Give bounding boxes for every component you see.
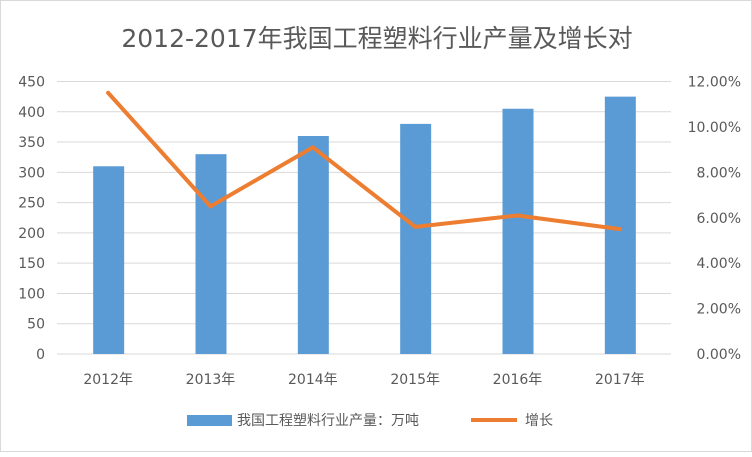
x-tick-label: 2016年 [493, 372, 543, 388]
x-tick-label: 2015年 [390, 372, 440, 388]
y-left-tick-label: 250 [18, 196, 45, 212]
y-left-tick-label: 150 [18, 256, 45, 272]
y-right-tick-label: 4.00% [697, 256, 741, 272]
bar-2013年 [195, 154, 227, 354]
y-right-tick-label: 2.00% [697, 302, 741, 318]
legend-bar-label: 我国工程塑料行业产量：万吨 [237, 413, 419, 429]
y-left-tick-label: 300 [18, 165, 45, 181]
y-right-tick-label: 12.00% [688, 75, 741, 91]
bar-2015年 [400, 123, 432, 354]
growth-point-2012年 [106, 90, 111, 95]
growth-point-2015年 [413, 224, 418, 229]
chart-title: 2012-2017年我国工程塑料行业产量及增长对 [121, 24, 632, 53]
y-right-tick-label: 0.00% [697, 347, 741, 363]
y-left-tick-label: 50 [27, 317, 45, 333]
growth-point-2014年 [310, 145, 315, 150]
legend-line-label: 增长 [525, 413, 553, 429]
growth-line [106, 90, 622, 232]
legend-bar-swatch [187, 415, 232, 426]
x-tick-label: 2012年 [83, 372, 133, 388]
bar-2014年 [297, 136, 329, 354]
bar-2016年 [502, 108, 534, 354]
y-right-tick-label: 6.00% [697, 211, 741, 227]
x-tick-label: 2017年 [595, 372, 645, 388]
growth-point-2017年 [617, 227, 622, 232]
bar-2017年 [604, 96, 636, 354]
y-left-tick-label: 350 [18, 135, 45, 151]
y-left-tick-label: 400 [18, 105, 45, 121]
x-tick-label: 2013年 [186, 372, 236, 388]
growth-point-2016年 [515, 213, 520, 218]
y-left-tick-label: 200 [18, 226, 45, 242]
y-left-tick-label: 0 [36, 347, 45, 363]
growth-point-2013年 [208, 204, 213, 209]
x-tick-label: 2014年 [288, 372, 338, 388]
y-right-tick-label: 8.00% [697, 165, 741, 181]
legend: 我国工程塑料行业产量：万吨 增长 [187, 413, 553, 429]
y-left-tick-label: 100 [18, 286, 45, 302]
y-right-tick-label: 10.00% [688, 120, 741, 136]
bar-2012年 [93, 166, 125, 354]
y-left-tick-label: 450 [18, 75, 45, 91]
